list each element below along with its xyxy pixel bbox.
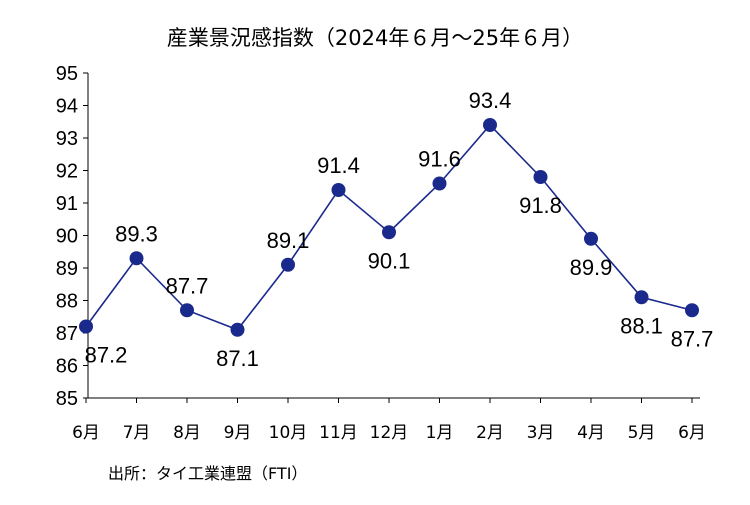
y-tick-label: 95 [56,63,78,85]
data-point [432,176,447,191]
data-label: 88.1 [620,313,663,338]
data-label: 91.4 [317,153,360,178]
data-label: 90.1 [368,248,411,273]
y-tick-label: 87 [56,323,78,345]
y-tick-label: 94 [56,96,78,118]
data-label: 89.3 [115,221,158,246]
data-label: 89.9 [570,255,613,280]
data-point [685,303,699,318]
y-tick-label: 93 [56,128,78,150]
chart-title: 産業景況感指数（2024年６月～25年６月） [166,26,584,50]
data-point [634,290,649,305]
source-note: 出所：タイ工業連盟（FTI） [108,464,308,483]
data-label: 93.4 [469,88,512,113]
y-tick-label: 90 [56,226,78,248]
data-label: 91.8 [519,193,562,218]
x-tick-label: 3月 [527,423,555,443]
x-tick-label: 4月 [577,423,605,443]
x-tick-label: 12月 [370,423,409,443]
data-label: 87.2 [85,343,128,368]
data-labels: 87.2 89.3 87.7 87.1 89.1 91.4 90.1 91.6 93.4 91.8… [85,88,714,371]
x-tick-label: 2月 [476,423,504,443]
y-tick-label: 92 [56,161,78,183]
x-tick-label: 1月 [426,423,454,443]
x-tick-labels: 6月 7月 8月 9月 10月 11月 12月 1月 2月 3月 4月 5月 6月 [72,398,706,443]
x-tick-label: 11月 [319,423,358,443]
data-label: 87.1 [216,346,259,371]
data-label: 87.7 [166,273,209,298]
data-label: 89.1 [267,228,310,253]
data-point [533,170,548,184]
y-tick-label: 85 [56,388,78,410]
x-tick-label: 9月 [224,423,252,443]
data-label: 87.7 [671,326,714,351]
data-point [483,118,497,132]
data-point [79,319,93,334]
data-point [281,257,295,272]
y-tick-label: 86 [56,356,78,378]
series-line-group [79,118,699,337]
x-tick-label: 5月 [628,423,656,443]
data-point [331,183,346,197]
x-tick-label: 7月 [123,423,151,443]
data-point [382,225,396,240]
data-point [180,303,194,318]
data-label: 91.6 [418,147,461,172]
x-tick-label: 8月 [173,423,201,443]
x-tick-label: 10月 [269,423,308,443]
x-tick-label: 6月 [72,423,100,443]
y-tick-labels: 85 86 87 88 89 90 91 92 93 94 95 [56,63,88,410]
y-tick-label: 88 [56,291,78,313]
y-tick-label: 89 [56,258,78,280]
x-tick-label: 6月 [678,423,706,443]
y-tick-label: 91 [56,193,78,215]
data-point [129,251,144,266]
data-point [584,231,598,246]
data-point [230,322,245,337]
